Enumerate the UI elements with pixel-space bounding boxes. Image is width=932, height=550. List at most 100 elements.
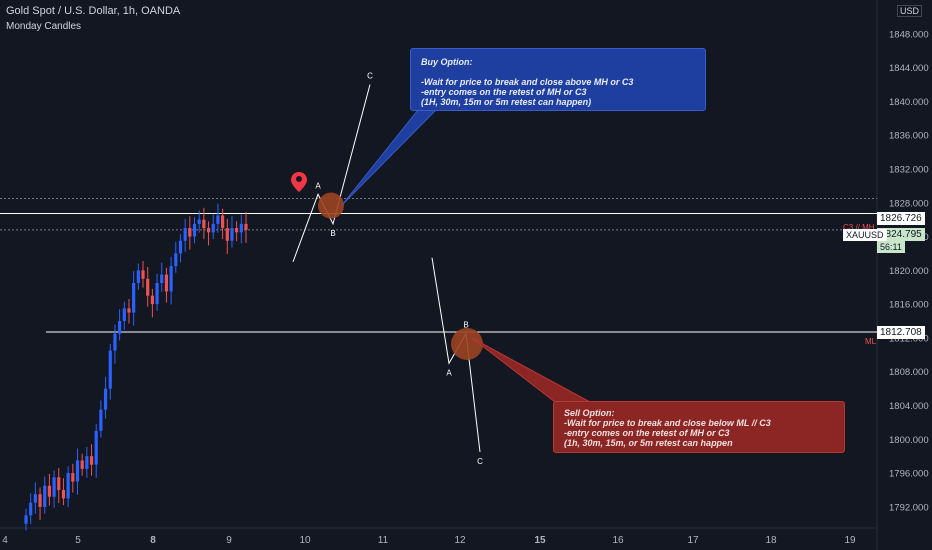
- candle-body: [164, 274, 169, 292]
- wave-point-label: C: [477, 457, 483, 466]
- candle-body: [141, 270, 145, 279]
- candle-body: [235, 228, 239, 233]
- y-tick-label: 1800.000: [889, 435, 929, 446]
- x-tick-label: 10: [299, 535, 311, 546]
- candle-body: [108, 350, 112, 389]
- candle-body: [146, 278, 150, 296]
- wave-point-label: B: [463, 321, 468, 330]
- candle-body: [38, 494, 42, 507]
- y-tick-label: 1792.000: [889, 502, 929, 513]
- candle-body: [230, 228, 234, 241]
- sell-option-line: -Wait for price to break and close below…: [564, 418, 771, 428]
- currency-badge[interactable]: USD: [897, 5, 923, 17]
- x-tick-label: 19: [844, 535, 856, 546]
- wave-point-label: A: [315, 181, 321, 190]
- y-tick-label: 1808.000: [889, 367, 929, 378]
- wave-point-label: A: [446, 368, 452, 377]
- x-tick-label: 8: [150, 535, 156, 546]
- x-tick-label: 18: [765, 535, 777, 546]
- candle-body: [225, 228, 229, 241]
- y-tick-label: 1832.000: [889, 164, 929, 175]
- candle-body: [220, 215, 225, 229]
- countdown-label: 56:11: [877, 241, 905, 253]
- mh-retest-circle: [318, 192, 344, 219]
- candle-body: [24, 515, 28, 524]
- y-tick-label: 1804.000: [889, 401, 929, 412]
- sell-option-line: (1h, 30m, 15m, or 5m retest can happen: [564, 438, 733, 448]
- y-tick-label: 1820.000: [889, 266, 929, 277]
- candle-body: [132, 283, 136, 313]
- y-tick-label: 1836.000: [889, 131, 929, 142]
- candle-body: [61, 489, 66, 499]
- candle-body: [216, 215, 220, 224]
- candle-body: [71, 473, 75, 482]
- candle-body: [188, 228, 192, 237]
- buy-option-callout: Buy Option: -Wait for price to break and…: [410, 48, 706, 111]
- ml-price-label: 1812.708: [877, 326, 925, 339]
- x-tick-label: 12: [454, 535, 466, 546]
- mh-price-label: 1826.726: [877, 212, 925, 225]
- candle-body: [52, 477, 56, 497]
- ml-level-label: ML: [865, 337, 877, 346]
- y-tick-label: 1840.000: [889, 97, 929, 108]
- sell-option-line: -entry comes on the retest of MH or C3: [564, 428, 730, 438]
- candle-body: [169, 266, 173, 292]
- symbol-label: XAUUSD: [843, 229, 887, 241]
- candle-body: [89, 456, 94, 465]
- candle-body: [160, 274, 164, 284]
- candle-body: [183, 228, 187, 241]
- candle-body: [33, 494, 37, 503]
- sell-callout-pointer: [471, 337, 591, 403]
- y-tick-label: 1844.000: [889, 63, 929, 74]
- candle-body: [192, 223, 197, 237]
- current-price-label: 1824.795: [877, 228, 925, 241]
- y-tick-label: 1816.000: [889, 300, 929, 311]
- candle-body: [122, 308, 126, 322]
- x-tick-label: 17: [687, 535, 699, 546]
- candle-body: [99, 409, 103, 431]
- candle-body: [103, 388, 108, 410]
- sell-option-heading: Sell Option:: [564, 408, 615, 418]
- x-tick-label: 15: [534, 535, 546, 546]
- y-tick-label: 1796.000: [889, 469, 929, 480]
- sell-option-callout: Sell Option: -Wait for price to break an…: [553, 401, 845, 453]
- candle-body: [206, 228, 211, 233]
- y-tick-label: 1848.000: [889, 29, 929, 40]
- candle-body: [178, 240, 183, 254]
- candle-body: [155, 283, 159, 305]
- candle-body: [80, 460, 84, 469]
- buy-option-line: -entry comes on the retest of MH or C3: [421, 87, 587, 97]
- candle-body: [211, 223, 215, 233]
- x-tick-label: 9: [226, 535, 232, 546]
- buy-option-heading: Buy Option:: [421, 57, 473, 67]
- y-tick-label: 1828.000: [889, 198, 929, 209]
- candle-body: [43, 485, 47, 507]
- candle-body: [150, 295, 154, 305]
- indicator-label: Monday Candles: [6, 21, 82, 32]
- buy-option-line: -Wait for price to break and close above…: [421, 77, 634, 87]
- candle-body: [127, 308, 131, 313]
- candle-body: [197, 219, 201, 224]
- candle-body: [202, 219, 206, 229]
- candle-body: [47, 485, 52, 497]
- x-tick-label: 11: [378, 535, 389, 546]
- candle-body: [174, 253, 178, 267]
- candle-body: [85, 456, 89, 469]
- candle-body: [29, 502, 33, 516]
- buy-callout-pointer: [341, 109, 438, 206]
- candle-body: [113, 333, 117, 351]
- ml-retest-circle: [451, 327, 483, 360]
- buy-option-line: (1H, 30m, 15m or 5m retest can happen): [421, 97, 592, 107]
- candle-body: [118, 321, 122, 334]
- chart-title: Gold Spot / U.S. Dollar, 1h, OANDA: [6, 5, 181, 17]
- wave-point-label: B: [330, 229, 335, 238]
- mh-level-label: C3 // MH: [843, 223, 875, 232]
- x-tick-label: 4: [2, 535, 8, 546]
- wave-point-label: C: [367, 71, 373, 80]
- candle-body: [57, 477, 61, 490]
- x-tick-label: 16: [612, 535, 624, 546]
- candle-body: [239, 223, 243, 233]
- candle-body: [66, 473, 70, 499]
- location-pin-hole: [296, 176, 302, 182]
